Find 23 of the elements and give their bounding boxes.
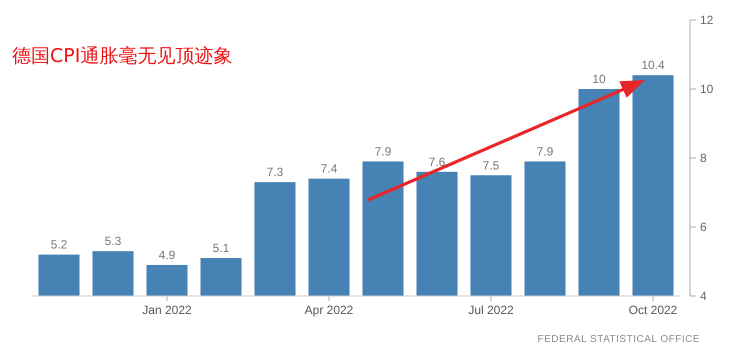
data-label: 7.3 <box>266 165 284 180</box>
x-tick-label: Oct 2022 <box>628 303 678 317</box>
data-label: 5.3 <box>104 234 122 248</box>
y-tick-label: 6 <box>700 220 707 234</box>
data-label: 7.4 <box>320 162 338 176</box>
data-label: 7.9 <box>536 144 554 158</box>
y-tick-label: 10 <box>700 82 714 96</box>
y-tick-label: 4 <box>700 289 707 303</box>
y-tick-label: 12 <box>700 13 714 27</box>
x-tick-label: Apr 2022 <box>304 303 354 317</box>
data-label: 7.5 <box>482 158 500 172</box>
data-label: 7.6 <box>428 154 446 169</box>
data-label: 7.9 <box>374 144 392 158</box>
data-label: 5.2 <box>50 238 68 252</box>
x-tick-label: Jul 2022 <box>468 303 514 317</box>
y-tick-label: 8 <box>700 151 707 165</box>
data-label: 10.4 <box>641 58 665 72</box>
data-label: 10 <box>592 72 606 86</box>
data-label: 5.1 <box>212 241 230 256</box>
x-tick-label: Jan 2022 <box>142 303 192 317</box>
text: FEDERAL STATISTICAL OFFICE <box>538 334 700 345</box>
data-label: 4.9 <box>158 248 176 262</box>
text: 德国CPI通胀毫无见顶迹象 <box>12 45 232 67</box>
